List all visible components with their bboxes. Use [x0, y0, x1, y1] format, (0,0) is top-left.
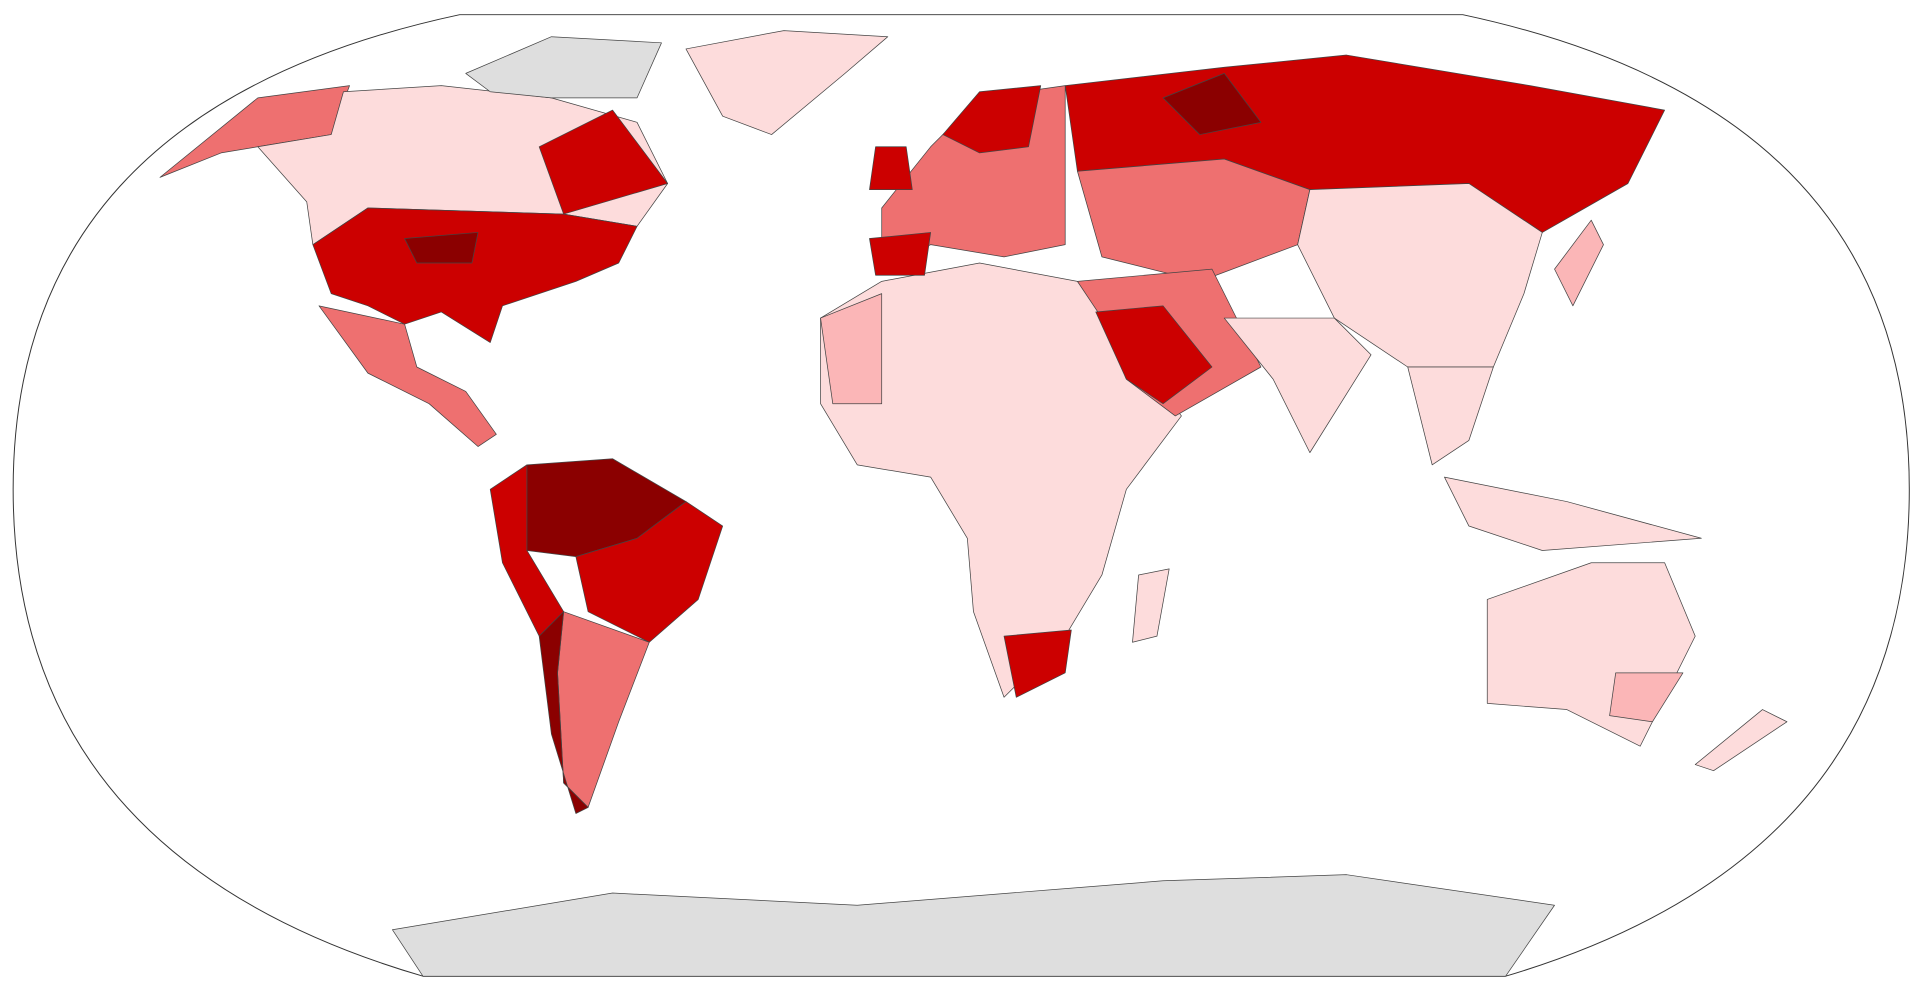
india: [1223, 317, 1372, 453]
quebec: [538, 109, 668, 215]
japan: [1554, 219, 1604, 307]
indonesia: [1444, 476, 1702, 551]
regions: [159, 30, 1788, 977]
china: [1297, 183, 1543, 368]
australia-southeast: [1609, 672, 1684, 723]
arctic-islands: [465, 36, 662, 99]
scandinavia: [942, 85, 1042, 154]
united-states: [312, 207, 638, 343]
brazil: [575, 501, 724, 643]
iberia: [869, 232, 932, 276]
uk: [869, 146, 913, 190]
mexico-central-america: [318, 305, 497, 447]
us-midwest: [404, 232, 479, 264]
africa: [820, 262, 1182, 698]
new-zealand: [1694, 709, 1788, 772]
antarctica: [392, 874, 1555, 977]
chile: [538, 611, 589, 814]
south-africa: [1003, 629, 1072, 698]
greenland: [685, 30, 889, 135]
southeast-asia: [1407, 366, 1494, 466]
madagascar: [1132, 568, 1170, 643]
russia-north: [1162, 73, 1262, 135]
africa-west: [820, 293, 883, 405]
arabia: [1095, 305, 1213, 405]
